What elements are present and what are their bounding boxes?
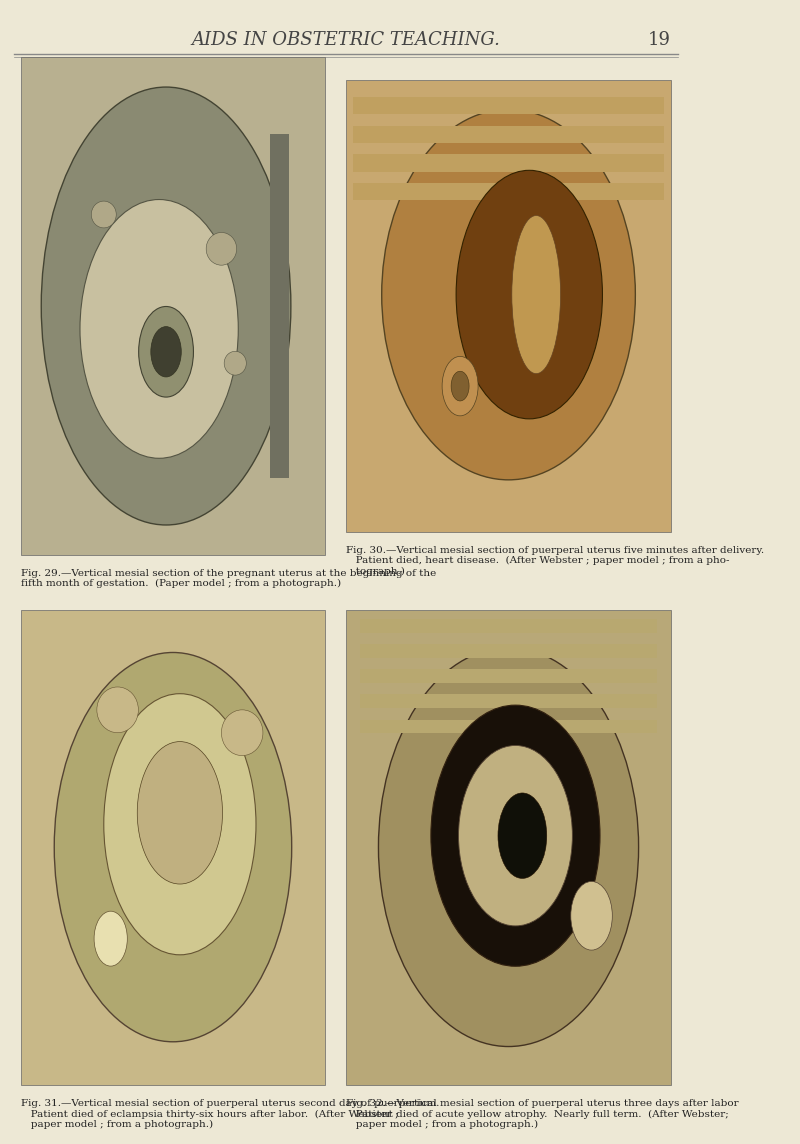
- Ellipse shape: [431, 705, 600, 967]
- Bar: [270, 134, 275, 478]
- Text: 19: 19: [648, 31, 671, 49]
- Text: AIDS IN OBSTETRIC TEACHING.: AIDS IN OBSTETRIC TEACHING.: [191, 31, 500, 49]
- Bar: [353, 97, 664, 114]
- Ellipse shape: [54, 652, 292, 1042]
- Ellipse shape: [458, 746, 572, 925]
- Bar: [360, 644, 658, 658]
- Ellipse shape: [498, 793, 546, 879]
- Bar: [360, 669, 658, 683]
- Ellipse shape: [42, 87, 291, 525]
- Bar: [360, 619, 658, 633]
- Ellipse shape: [206, 232, 237, 265]
- Ellipse shape: [80, 199, 238, 459]
- Bar: [284, 134, 290, 478]
- Bar: [21, 610, 325, 1085]
- Circle shape: [570, 881, 612, 950]
- Ellipse shape: [97, 686, 138, 732]
- Circle shape: [94, 911, 127, 966]
- Bar: [346, 80, 671, 532]
- Bar: [353, 183, 664, 200]
- Text: Fig. 29.—Vertical mesial section of the pregnant uterus at the beginning of the
: Fig. 29.—Vertical mesial section of the …: [21, 569, 436, 588]
- Circle shape: [451, 371, 469, 400]
- Ellipse shape: [456, 170, 602, 419]
- Ellipse shape: [91, 201, 116, 228]
- Ellipse shape: [224, 351, 246, 375]
- Bar: [274, 134, 279, 478]
- Bar: [280, 134, 286, 478]
- Bar: [353, 154, 664, 172]
- Ellipse shape: [104, 693, 256, 955]
- Circle shape: [138, 307, 194, 397]
- Bar: [21, 57, 325, 555]
- Ellipse shape: [222, 709, 263, 756]
- Bar: [277, 134, 282, 478]
- Circle shape: [442, 356, 478, 415]
- Bar: [360, 720, 658, 733]
- Ellipse shape: [378, 648, 638, 1047]
- Text: Fig. 32.—Vertical mesial section of puerperal uterus three days after labor
   P: Fig. 32.—Vertical mesial section of puer…: [346, 1099, 738, 1129]
- Ellipse shape: [382, 110, 635, 479]
- Text: Fig. 31.—Vertical mesial section of puerperal uterus second day of puerperium.
 : Fig. 31.—Vertical mesial section of puer…: [21, 1099, 439, 1129]
- Bar: [353, 126, 664, 143]
- Ellipse shape: [512, 215, 561, 374]
- Text: Fig. 30.—Vertical mesial section of puerperal uterus five minutes after delivery: Fig. 30.—Vertical mesial section of puer…: [346, 546, 764, 575]
- Bar: [346, 610, 671, 1085]
- Ellipse shape: [138, 741, 222, 884]
- Bar: [360, 694, 658, 708]
- Circle shape: [151, 327, 182, 378]
